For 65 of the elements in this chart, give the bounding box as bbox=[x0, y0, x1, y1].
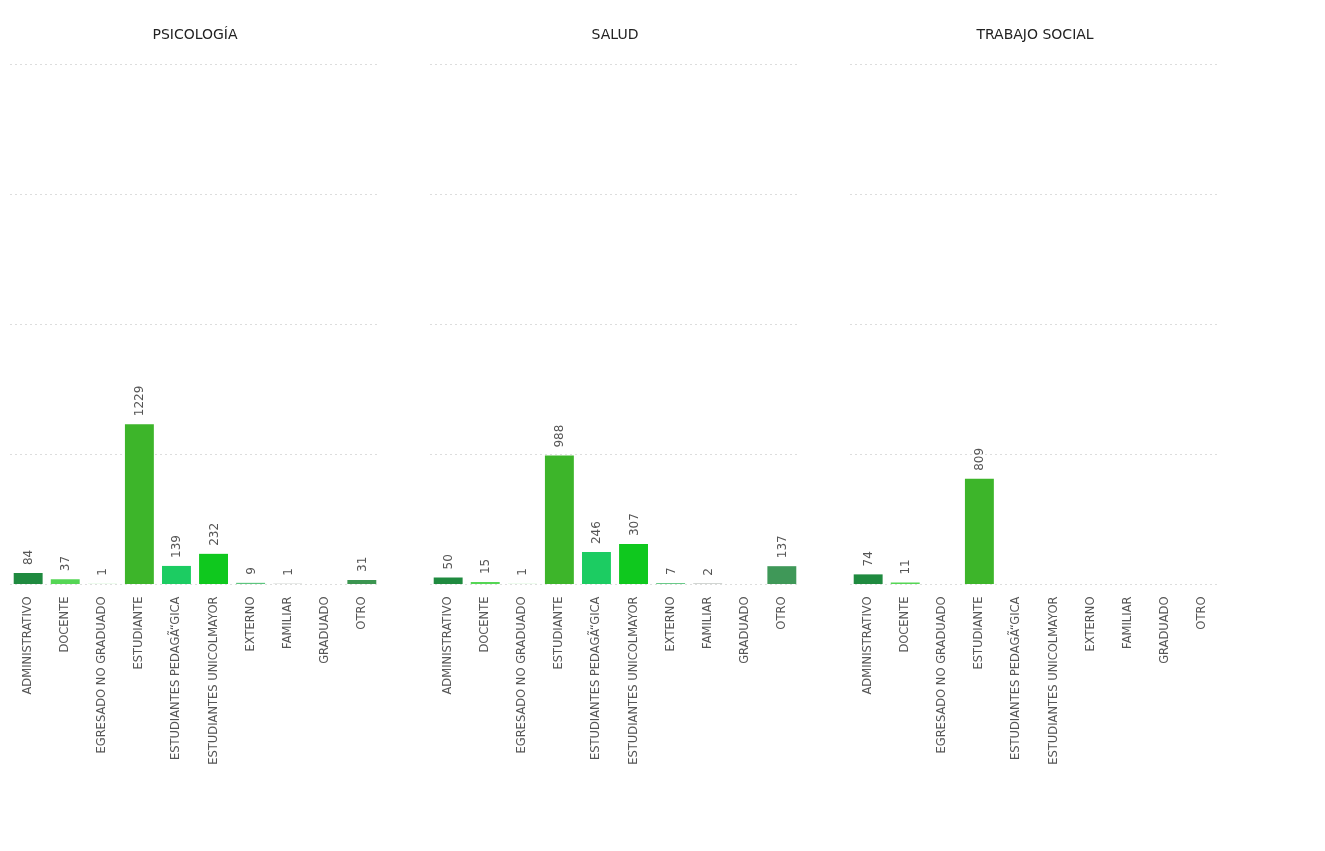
data-label: 1 bbox=[515, 568, 530, 576]
chart-title: PSICOLOGÍA bbox=[152, 26, 238, 42]
data-label: 988 bbox=[552, 424, 567, 448]
x-tick-label: OTRO bbox=[773, 596, 788, 630]
x-tick-label: EXTERNO bbox=[662, 596, 677, 652]
bar bbox=[50, 579, 80, 584]
bar bbox=[767, 566, 797, 584]
x-tick-label: EGRESADO NO GRADUADO bbox=[514, 596, 529, 754]
data-label: 37 bbox=[58, 555, 73, 572]
x-tick-label: OTRO bbox=[1193, 596, 1208, 630]
bar bbox=[544, 455, 574, 584]
chart-title: SALUD bbox=[591, 26, 639, 42]
bar bbox=[124, 424, 154, 584]
x-tick-label: OTRO bbox=[353, 596, 368, 630]
x-tick-label: GRADUADO bbox=[1156, 596, 1171, 664]
x-tick-label: ESTUDIANTES PEDAGÃ“GICA bbox=[167, 596, 183, 761]
bar bbox=[619, 544, 648, 584]
x-tick-label: FAMILIAR bbox=[699, 596, 714, 649]
x-tick-label: ESTUDIANTES PEDAGÃ“GICA bbox=[1007, 596, 1023, 761]
data-label: 84 bbox=[21, 549, 36, 566]
data-label: 15 bbox=[478, 558, 493, 575]
x-tick-label: ESTUDIANTES UNICOLMAYOR bbox=[1045, 596, 1060, 765]
bar bbox=[13, 573, 43, 584]
data-label: 139 bbox=[169, 535, 184, 558]
bar bbox=[582, 552, 611, 584]
x-tick-label: DOCENTE bbox=[897, 596, 912, 653]
data-label: 74 bbox=[861, 551, 876, 567]
x-tick-label: ADMINISTRATIVO bbox=[440, 596, 455, 695]
data-label: 809 bbox=[972, 447, 987, 471]
bar bbox=[433, 577, 463, 584]
data-label: 232 bbox=[206, 522, 221, 546]
x-tick-label: ESTUDIANTES PEDAGÃ“GICA bbox=[587, 596, 603, 761]
data-label: 31 bbox=[354, 556, 369, 572]
data-label: 50 bbox=[441, 554, 456, 570]
data-label: 1 bbox=[280, 568, 295, 576]
x-tick-label: DOCENTE bbox=[57, 596, 72, 653]
x-tick-label: GRADUADO bbox=[316, 596, 331, 664]
x-tick-label: ESTUDIANTES UNICOLMAYOR bbox=[205, 596, 220, 765]
bar bbox=[199, 553, 228, 584]
bar bbox=[162, 565, 191, 584]
x-tick-label: ADMINISTRATIVO bbox=[20, 596, 35, 695]
x-tick-label: EXTERNO bbox=[242, 596, 257, 652]
data-label: 2 bbox=[700, 568, 715, 576]
x-tick-label: ESTUDIANTE bbox=[971, 596, 986, 670]
x-tick-label: EGRESADO NO GRADUADO bbox=[94, 596, 109, 754]
data-label: 11 bbox=[898, 559, 913, 575]
data-label: 246 bbox=[589, 521, 604, 545]
data-label: 9 bbox=[243, 567, 258, 575]
data-label: 1229 bbox=[132, 385, 147, 417]
x-tick-label: DOCENTE bbox=[477, 596, 492, 653]
x-tick-label: ESTUDIANTES UNICOLMAYOR bbox=[625, 596, 640, 765]
chart-title: TRABAJO SOCIAL bbox=[975, 26, 1094, 42]
x-tick-label: ESTUDIANTE bbox=[131, 596, 146, 670]
x-tick-label: FAMILIAR bbox=[279, 596, 294, 649]
bar bbox=[347, 579, 377, 584]
data-label: 137 bbox=[774, 535, 789, 559]
x-tick-label: GRADUADO bbox=[736, 596, 751, 664]
x-tick-label: EGRESADO NO GRADUADO bbox=[934, 596, 949, 754]
data-label: 307 bbox=[626, 513, 641, 537]
x-tick-label: ESTUDIANTE bbox=[551, 596, 566, 670]
x-tick-label: EXTERNO bbox=[1082, 596, 1097, 652]
data-label: 7 bbox=[663, 567, 678, 576]
x-tick-label: ADMINISTRATIVO bbox=[860, 596, 875, 695]
x-tick-label: FAMILIAR bbox=[1119, 596, 1134, 649]
data-label: 1 bbox=[95, 568, 110, 576]
